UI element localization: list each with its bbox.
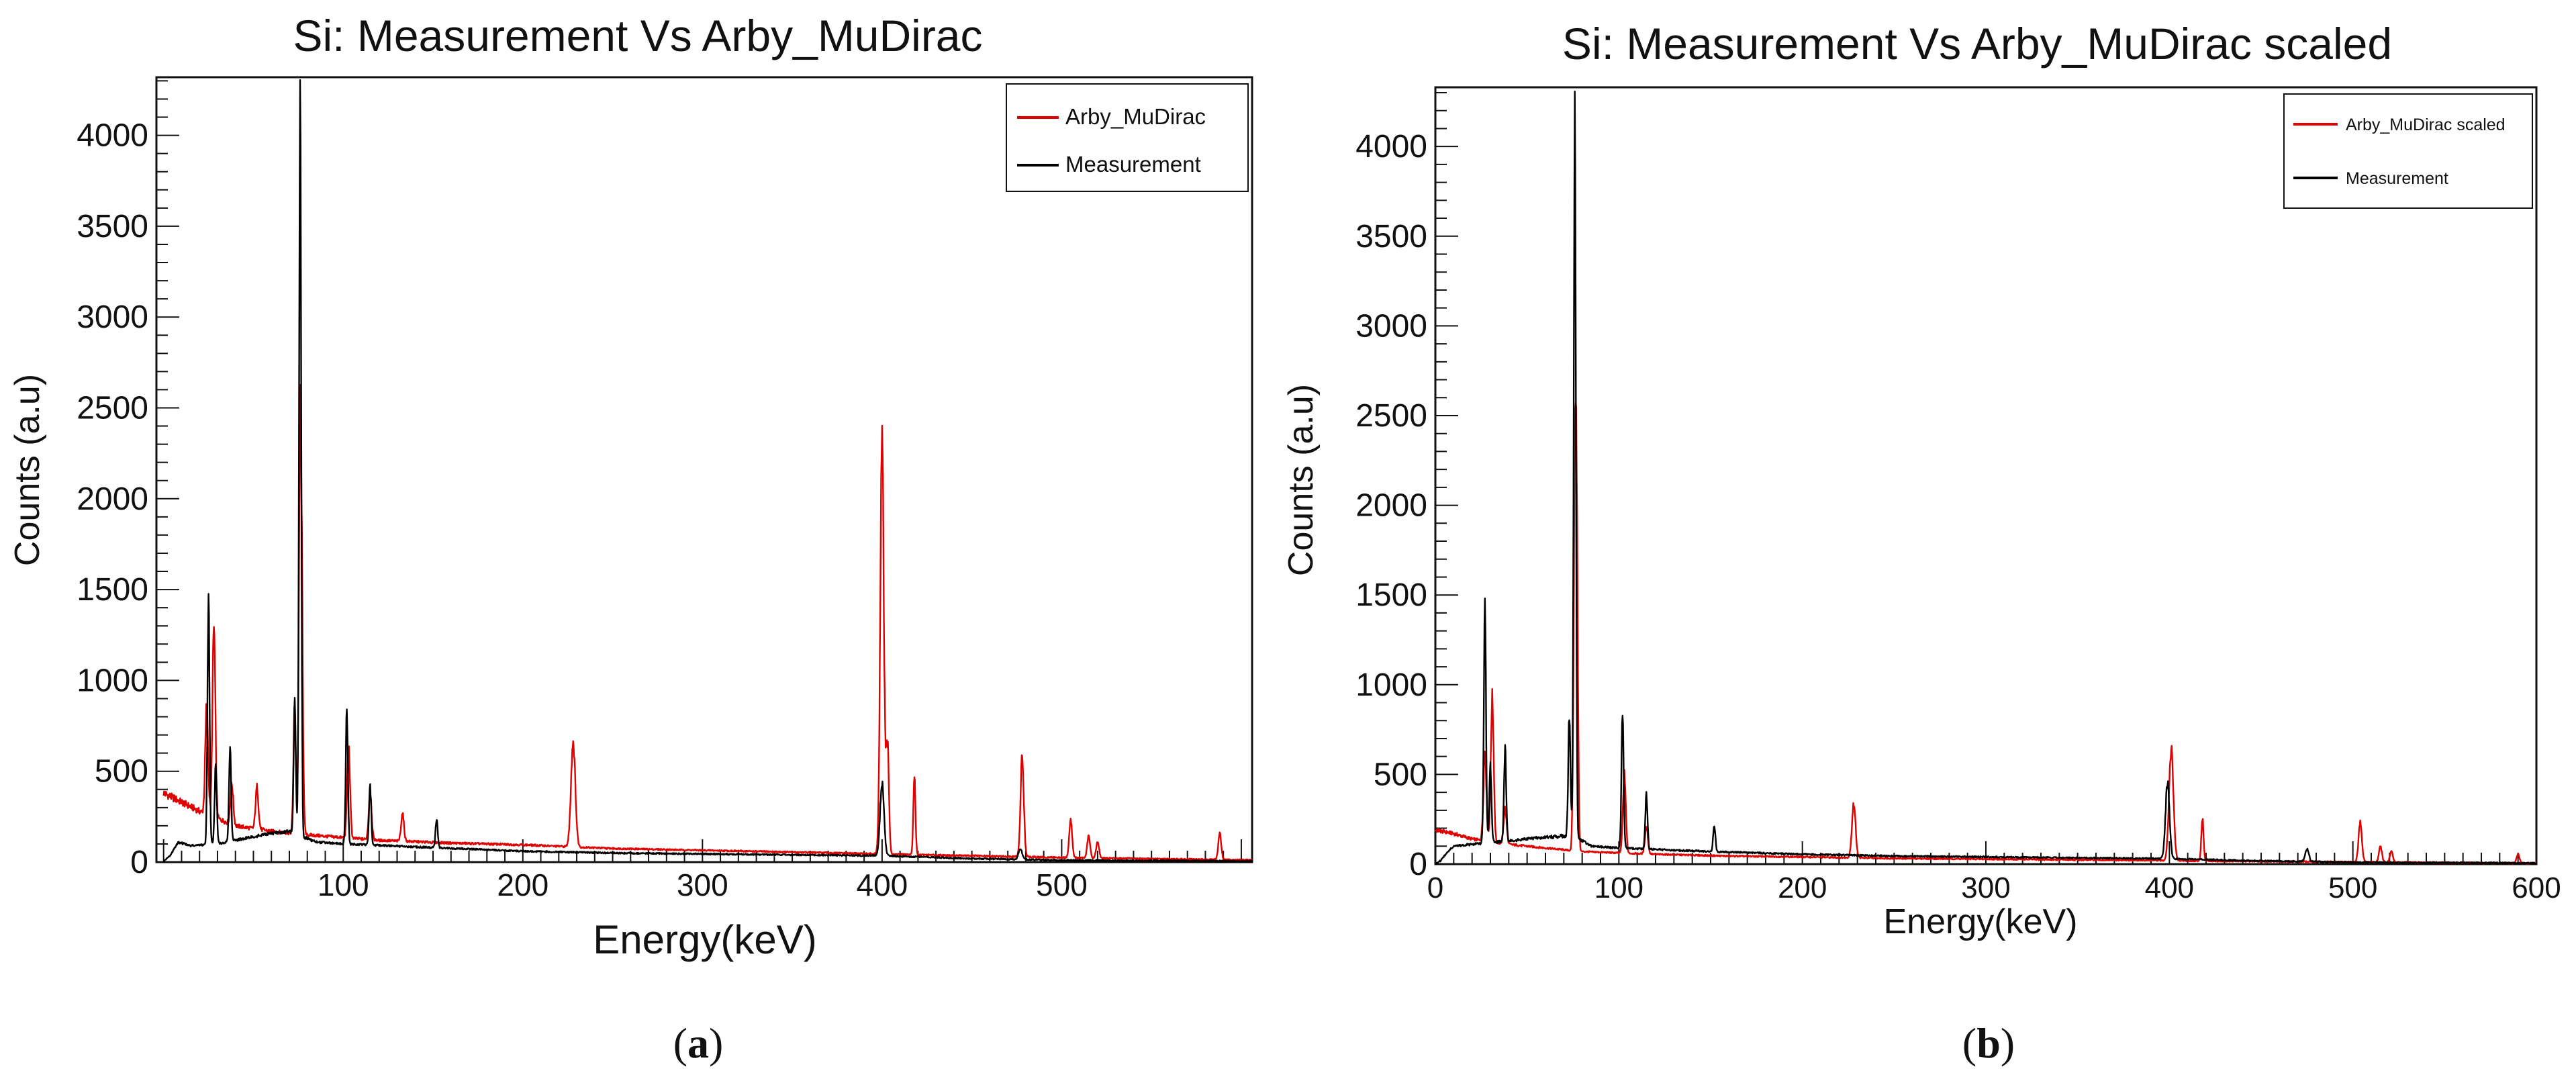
x-tick-label: 400 — [2145, 872, 2194, 904]
series-line-measurement — [1435, 91, 2538, 865]
caption-b-letter: b — [1976, 1019, 2001, 1067]
x-axis: 0 100 200 300 400 500 600 — [1427, 841, 2561, 904]
y-axis: 0 500 1000 1500 2000 2500 3000 3500 4000 — [77, 80, 179, 880]
y-tick-label: 2000 — [1355, 488, 1427, 524]
y-tick-label: 2500 — [1355, 398, 1427, 434]
chart-panel-a: Si: Measurement Vs Arby_MuDirac 100 200 30… — [8, 11, 1253, 962]
plot-area: 0 100 200 300 400 500 600 0 500 1000 1500 2000 2500… — [1355, 86, 2561, 904]
plot-frame — [1434, 86, 2538, 865]
y-tick-label: 3000 — [77, 299, 148, 335]
y-tick-label: 3500 — [77, 209, 148, 244]
y-tick-label: 3000 — [1355, 308, 1427, 344]
y-tick-label: 1500 — [77, 572, 148, 608]
legend: Arby_MuDirac Measurement — [1006, 83, 1249, 192]
x-tick-label: 300 — [677, 867, 728, 902]
legend-label-arby: Arby_MuDirac — [1065, 104, 1206, 129]
y-tick-label: 1000 — [77, 663, 148, 698]
x-axis-title: Energy(keV) — [1884, 902, 2078, 941]
y-axis-title: Counts (a.u) — [8, 374, 47, 566]
legend-box — [2283, 93, 2533, 209]
plot-area: 100 200 300 400 500 0 500 1000 1500 2000 2500 3000… — [77, 76, 1253, 902]
series-group — [1434, 91, 2538, 865]
chart-panel-b: Si: Measurement Vs Arby_MuDirac scaled 0… — [1282, 19, 2561, 941]
caption-a-letter: a — [687, 1019, 709, 1067]
legend-label-measurement: Measurement — [2346, 169, 2448, 188]
x-axis-title: Energy(keV) — [593, 917, 816, 962]
legend-box — [1006, 83, 1249, 192]
x-tick-label: 600 — [2512, 872, 2561, 904]
y-tick-label: 500 — [1374, 757, 1427, 792]
x-tick-label: 500 — [2328, 872, 2377, 904]
chart-title: Si: Measurement Vs Arby_MuDirac scaled — [1562, 19, 2392, 68]
x-tick-label: 200 — [497, 867, 548, 902]
caption-b: (b) — [1962, 1019, 2015, 1067]
y-axis: 0 500 1000 1500 2000 2500 3000 3500 4000 — [1355, 92, 1458, 882]
y-tick-label: 1000 — [1355, 667, 1427, 703]
caption-a: (a) — [673, 1019, 724, 1067]
y-tick-label: 0 — [1409, 847, 1427, 882]
series-line-measurement — [162, 79, 1253, 863]
x-tick-label: 0 — [1427, 872, 1443, 904]
x-tick-label: 100 — [318, 867, 369, 902]
x-tick-label: 200 — [1778, 872, 1827, 904]
y-axis-title: Counts (a.u) — [1282, 384, 1321, 576]
caption-a-open: ( — [673, 1019, 687, 1067]
y-tick-label: 2500 — [77, 390, 148, 426]
y-tick-label: 500 — [95, 754, 148, 790]
y-tick-label: 3500 — [1355, 219, 1427, 254]
x-tick-label: 300 — [1961, 872, 2010, 904]
x-tick-label: 400 — [856, 867, 908, 902]
y-tick-label: 4000 — [77, 118, 148, 154]
series-group — [162, 79, 1253, 863]
caption-b-close: ) — [2001, 1019, 2015, 1067]
plot-frame — [155, 76, 1253, 863]
y-tick-label: 2000 — [77, 481, 148, 517]
caption-a-close: ) — [709, 1019, 723, 1067]
y-tick-label: 0 — [130, 845, 148, 880]
x-tick-label: 500 — [1036, 867, 1088, 902]
legend-label-arby-scaled: Arby_MuDirac scaled — [2346, 115, 2506, 134]
y-tick-label: 4000 — [1355, 129, 1427, 164]
x-tick-label: 100 — [1594, 872, 1643, 904]
legend: Arby_MuDirac scaled Measurement — [2283, 93, 2533, 209]
y-tick-label: 1500 — [1355, 577, 1427, 613]
legend-label-measurement: Measurement — [1065, 152, 1201, 177]
caption-b-open: ( — [1962, 1019, 1976, 1067]
chart-title: Si: Measurement Vs Arby_MuDirac — [293, 11, 982, 60]
